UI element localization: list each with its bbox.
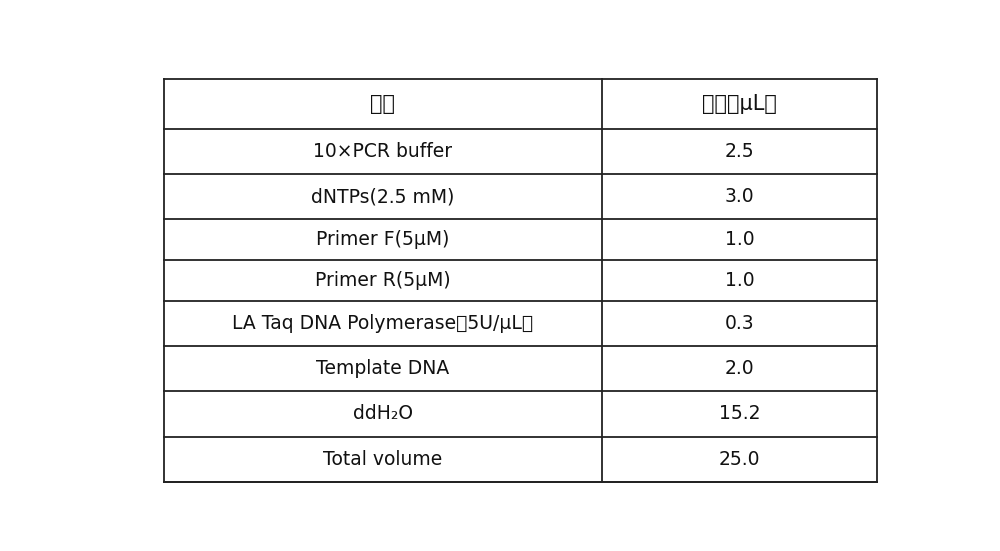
Text: 0.3: 0.3 bbox=[725, 314, 754, 333]
Text: Primer F(5μM): Primer F(5μM) bbox=[316, 230, 450, 249]
Text: 3.0: 3.0 bbox=[725, 187, 754, 206]
Text: ddH₂O: ddH₂O bbox=[353, 404, 413, 424]
Text: 1.0: 1.0 bbox=[725, 230, 754, 249]
Text: 25.0: 25.0 bbox=[719, 450, 760, 469]
Text: 2.5: 2.5 bbox=[725, 142, 754, 161]
Text: 10×PCR buffer: 10×PCR buffer bbox=[313, 142, 453, 161]
Text: 成分: 成分 bbox=[370, 94, 395, 114]
Text: dNTPs(2.5 mM): dNTPs(2.5 mM) bbox=[311, 187, 455, 206]
Text: Total volume: Total volume bbox=[323, 450, 443, 469]
Text: 15.2: 15.2 bbox=[719, 404, 760, 424]
Text: 2.0: 2.0 bbox=[725, 359, 754, 378]
Text: LA Taq DNA Polymerase（5U/μL）: LA Taq DNA Polymerase（5U/μL） bbox=[232, 314, 534, 333]
Text: 1.0: 1.0 bbox=[725, 271, 754, 290]
Text: Primer R(5μM): Primer R(5μM) bbox=[315, 271, 451, 290]
Text: 体积（μL）: 体积（μL） bbox=[702, 94, 777, 114]
Text: Template DNA: Template DNA bbox=[316, 359, 450, 378]
